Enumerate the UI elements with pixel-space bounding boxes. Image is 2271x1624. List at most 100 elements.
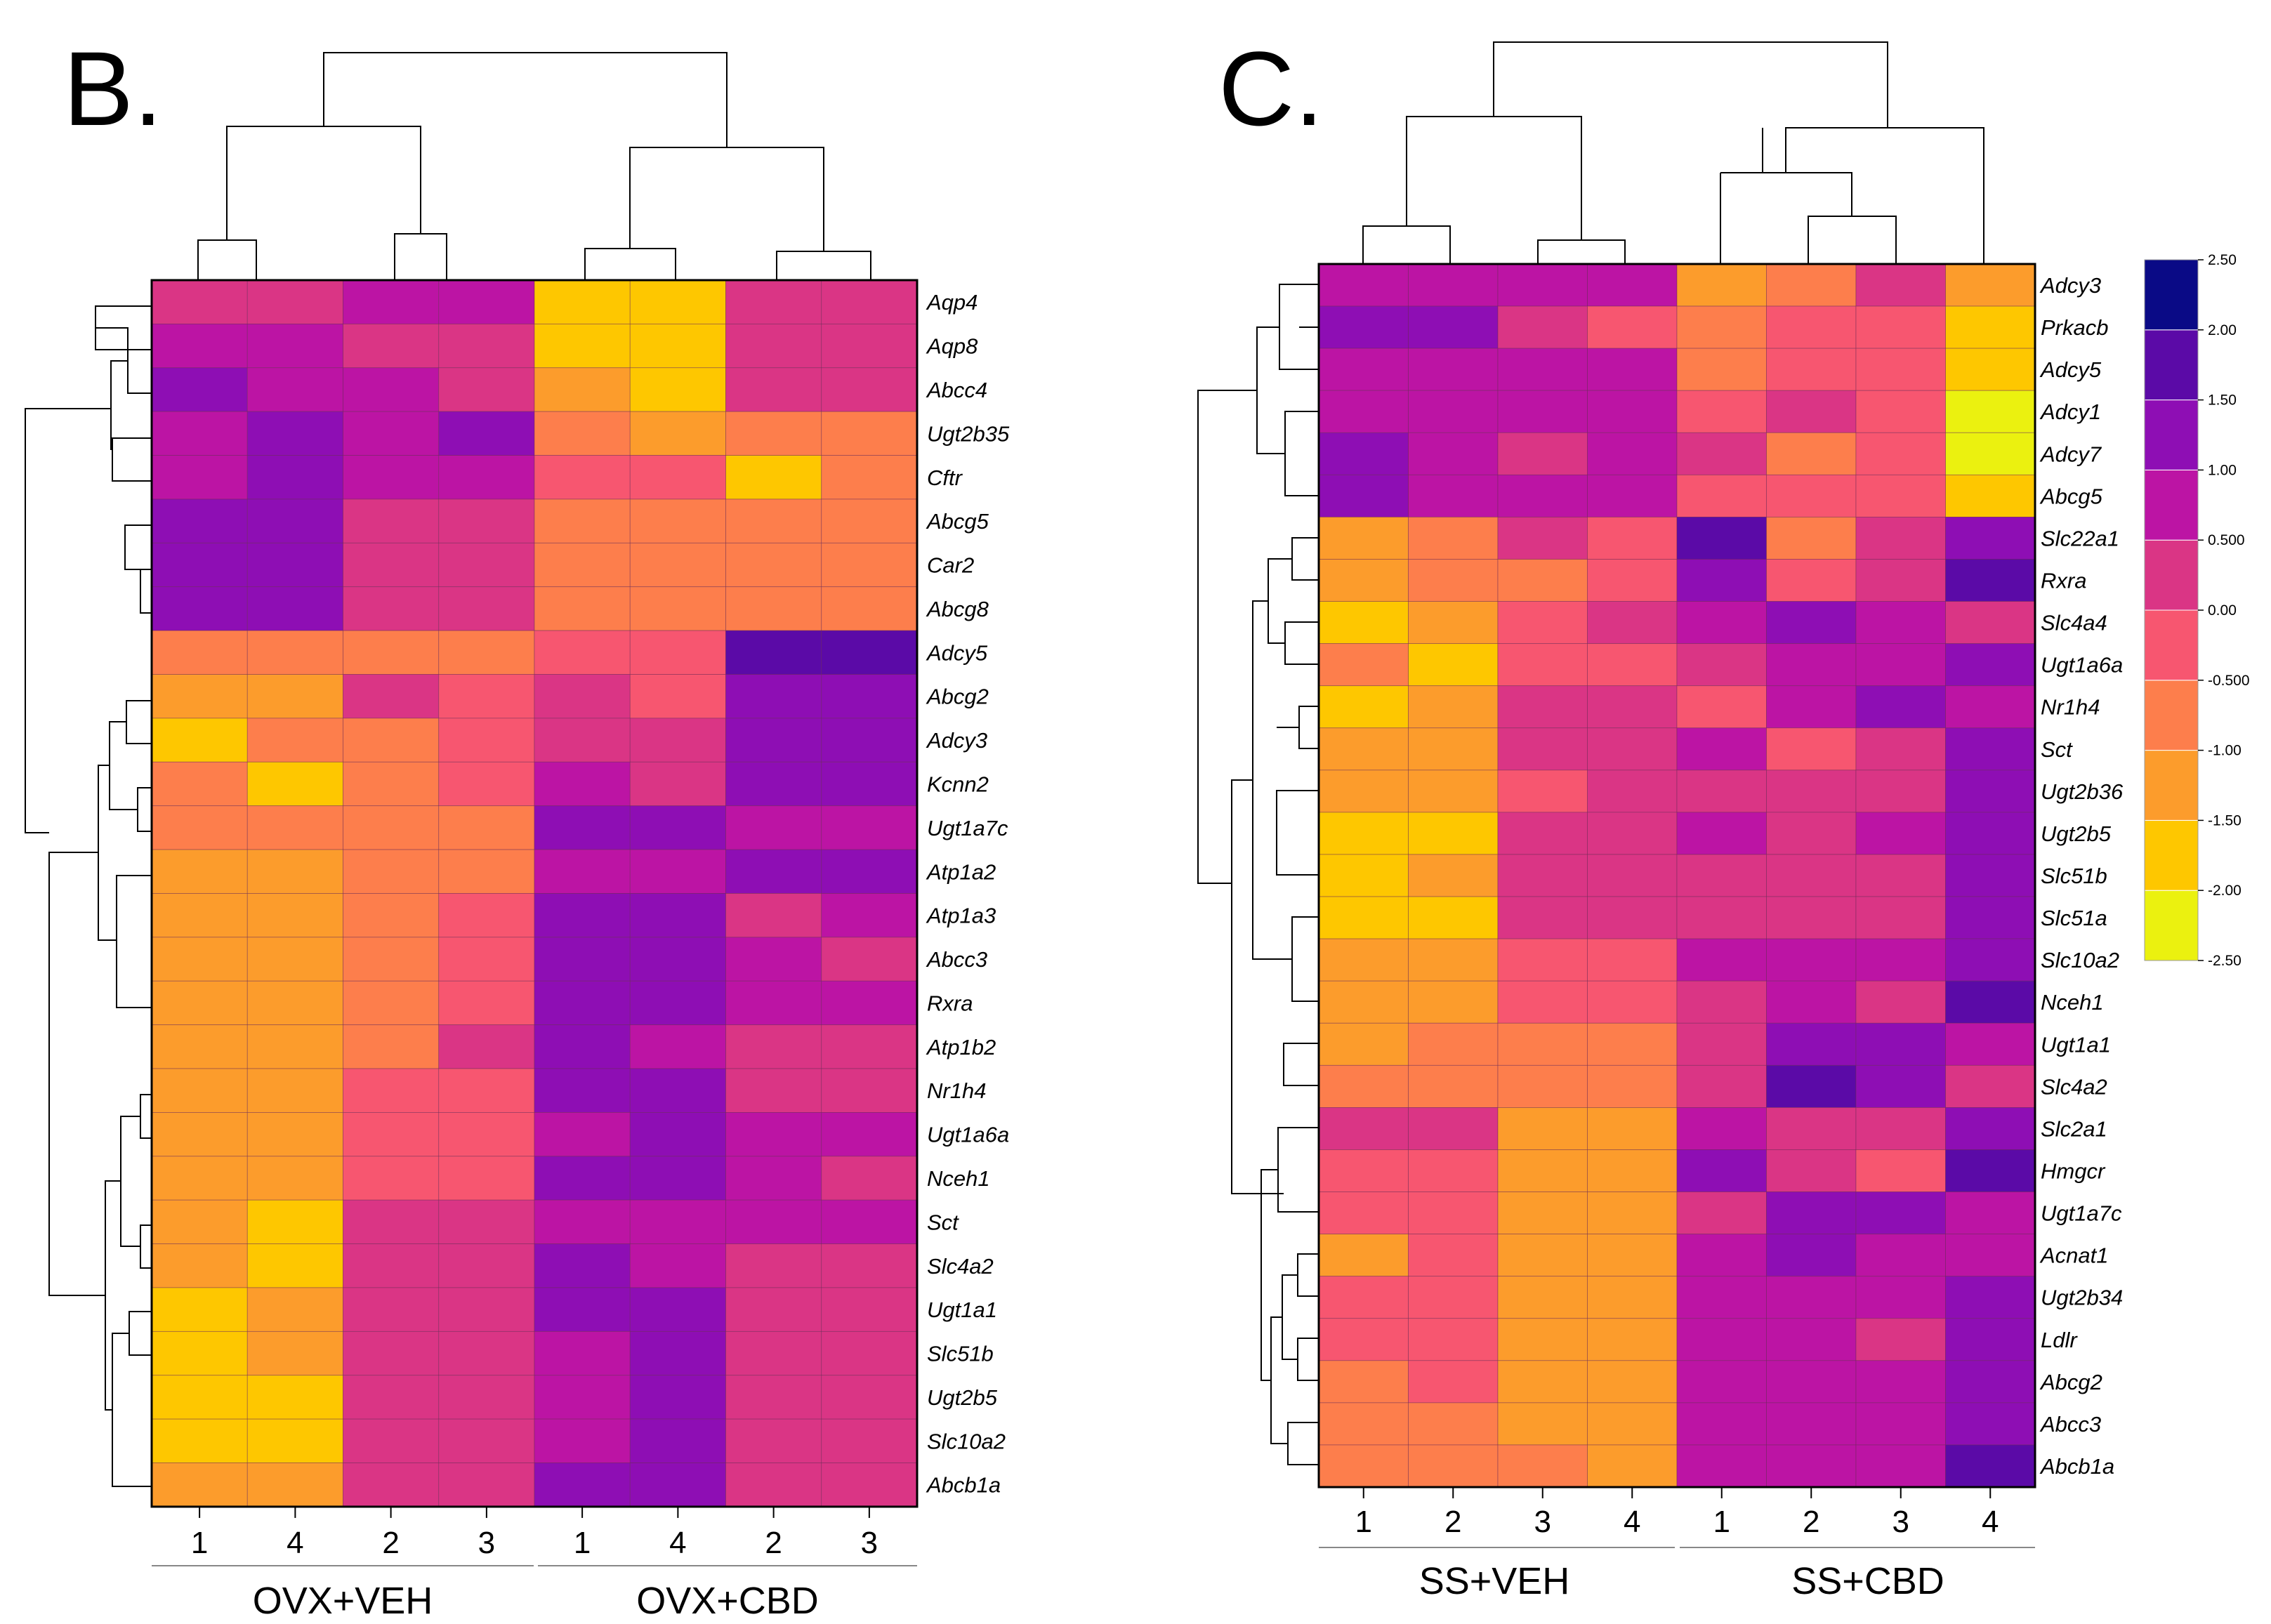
cell-b-ugt1a1-2	[343, 1287, 440, 1332]
cell-b-car2-7	[821, 542, 918, 588]
cell-c-abcg5-0	[1318, 474, 1409, 517]
cell-c-prkacb-4	[1676, 305, 1767, 349]
cell-b-atp1a3-3	[438, 893, 535, 938]
cell-c-ugt1a6a-4	[1676, 643, 1767, 687]
cell-b-atp1a3-1	[246, 893, 343, 938]
cell-b-ugt1a7c-2	[343, 805, 440, 850]
cell-b-aqp8-0	[151, 323, 248, 369]
cell-c-slc4a2-1	[1408, 1064, 1499, 1108]
cell-c-slc51a-0	[1318, 896, 1409, 939]
row-label-c-hmgcr: Hmgcr	[2041, 1159, 2106, 1184]
cell-c-ugt2b5-5	[1766, 812, 1857, 855]
cell-b-abcg8-6	[725, 586, 822, 631]
row-label-c-slc2a1: Slc2a1	[2041, 1116, 2107, 1141]
cell-c-slc51a-1	[1408, 896, 1499, 939]
cell-b-nr1h4-5	[629, 1068, 726, 1113]
cell-c-ugt2b5-1	[1408, 812, 1499, 855]
cell-b-atp1a3-5	[629, 893, 726, 938]
cell-b-sct-6	[725, 1199, 822, 1244]
cell-c-ugt1a7c-2	[1497, 1191, 1588, 1235]
cell-b-aqp4-0	[151, 279, 248, 324]
cell-c-abcg2-0	[1318, 1360, 1409, 1404]
row-label-b-slc51b: Slc51b	[927, 1342, 994, 1366]
legend-band-6	[2144, 469, 2199, 541]
cell-c-acnat1-1	[1408, 1234, 1499, 1277]
cell-b-cftr-2	[343, 455, 440, 500]
cell-c-prkacb-6	[1855, 305, 1946, 349]
row-label-c-nceh1: Nceh1	[2041, 990, 2104, 1015]
cell-b-ugt2b5-2	[343, 1375, 440, 1420]
cell-c-abcb1a-6	[1855, 1444, 1946, 1488]
cell-b-abcg2-0	[151, 674, 248, 719]
cell-b-ugt2b35-6	[725, 411, 822, 456]
cell-c-slc22a1-1	[1408, 517, 1499, 560]
legend-tick-label-4: 0.500	[2208, 532, 2245, 548]
cell-c-slc22a1-6	[1855, 517, 1946, 560]
cell-b-slc4a2-3	[438, 1243, 535, 1288]
cell-c-slc4a4-1	[1408, 601, 1499, 645]
row-label-b-abcg5: Abcg5	[926, 509, 989, 534]
cell-b-ugt1a1-3	[438, 1287, 535, 1332]
cell-b-slc4a2-6	[725, 1243, 822, 1288]
cell-b-kcnn2-2	[343, 761, 440, 807]
cell-c-slc4a2-4	[1676, 1064, 1767, 1108]
cell-b-rxra-5	[629, 980, 726, 1026]
legend-band-5	[2144, 539, 2199, 611]
cell-c-abcc3-7	[1945, 1402, 2036, 1446]
cell-b-car2-1	[246, 542, 343, 588]
cell-c-adcy7-2	[1497, 432, 1588, 475]
cell-c-ugt2b34-2	[1497, 1276, 1588, 1319]
row-label-b-car2: Car2	[927, 553, 974, 578]
cell-b-atp1b2-4	[534, 1024, 631, 1069]
cell-c-ugt2b34-5	[1766, 1276, 1857, 1319]
cell-c-abcg2-6	[1855, 1360, 1946, 1404]
cell-b-sct-5	[629, 1199, 726, 1244]
row-label-b-atp1b2: Atp1b2	[926, 1035, 996, 1059]
legend-tick-label-7: -1.00	[2208, 743, 2242, 759]
cell-c-slc2a1-1	[1408, 1107, 1499, 1150]
cell-b-slc10a2-5	[629, 1418, 726, 1463]
cell-b-slc51b-2	[343, 1331, 440, 1376]
cell-c-abcb1a-3	[1587, 1444, 1678, 1488]
cell-b-abcc4-1	[246, 367, 343, 412]
cell-c-adcy1-7	[1945, 390, 2036, 433]
cell-b-slc51b-1	[246, 1331, 343, 1376]
cell-c-ugt1a1-0	[1318, 1022, 1409, 1066]
cell-b-abcg8-1	[246, 586, 343, 631]
cell-c-adcy5-5	[1766, 348, 1857, 391]
cell-c-nr1h4-5	[1766, 685, 1857, 729]
group-label-ss-cbd: SS+CBD	[1791, 1560, 1944, 1602]
cell-b-car2-0	[151, 542, 248, 588]
cell-c-ugt2b5-6	[1855, 812, 1946, 855]
cell-b-abcc4-0	[151, 367, 248, 412]
cell-c-adcy7-6	[1855, 432, 1946, 475]
cell-b-abcc3-6	[725, 937, 822, 982]
cell-c-abcg5-4	[1676, 474, 1767, 517]
row-label-c-slc4a4: Slc4a4	[2041, 611, 2107, 635]
cell-c-abcb1a-1	[1408, 1444, 1499, 1488]
cell-b-aqp4-2	[343, 279, 440, 324]
cell-b-ugt1a1-7	[821, 1287, 918, 1332]
cell-c-adcy1-3	[1587, 390, 1678, 433]
row-label-c-acnat1: Acnat1	[2039, 1243, 2109, 1268]
cell-b-slc10a2-1	[246, 1418, 343, 1463]
cell-b-atp1b2-5	[629, 1024, 726, 1069]
cell-b-abcc4-7	[821, 367, 918, 412]
legend-tick-label-1: 2.00	[2208, 322, 2237, 338]
cell-c-slc2a1-7	[1945, 1107, 2036, 1150]
cell-b-kcnn2-0	[151, 761, 248, 807]
cell-c-abcc3-5	[1766, 1402, 1857, 1446]
cell-b-ugt2b35-5	[629, 411, 726, 456]
cell-c-rxra-6	[1855, 559, 1946, 602]
cell-c-adcy5-1	[1408, 348, 1499, 391]
cell-c-slc2a1-3	[1587, 1107, 1678, 1150]
heatmap-b: Aqp4 Aqp8 Abcc4 Ugt2b35 Cftr Abcg5 Car2 Abcg8 Ad…	[150, 279, 1010, 1560]
cell-b-sct-7	[821, 1199, 918, 1244]
cell-c-slc4a4-2	[1497, 601, 1588, 645]
cell-b-slc51b-4	[534, 1331, 631, 1376]
cell-b-rxra-0	[151, 980, 248, 1026]
cell-b-adcy3-7	[821, 718, 918, 763]
cell-b-kcnn2-6	[725, 761, 822, 807]
cell-b-abcg5-1	[246, 499, 343, 543]
cell-b-atp1a3-0	[151, 893, 248, 938]
